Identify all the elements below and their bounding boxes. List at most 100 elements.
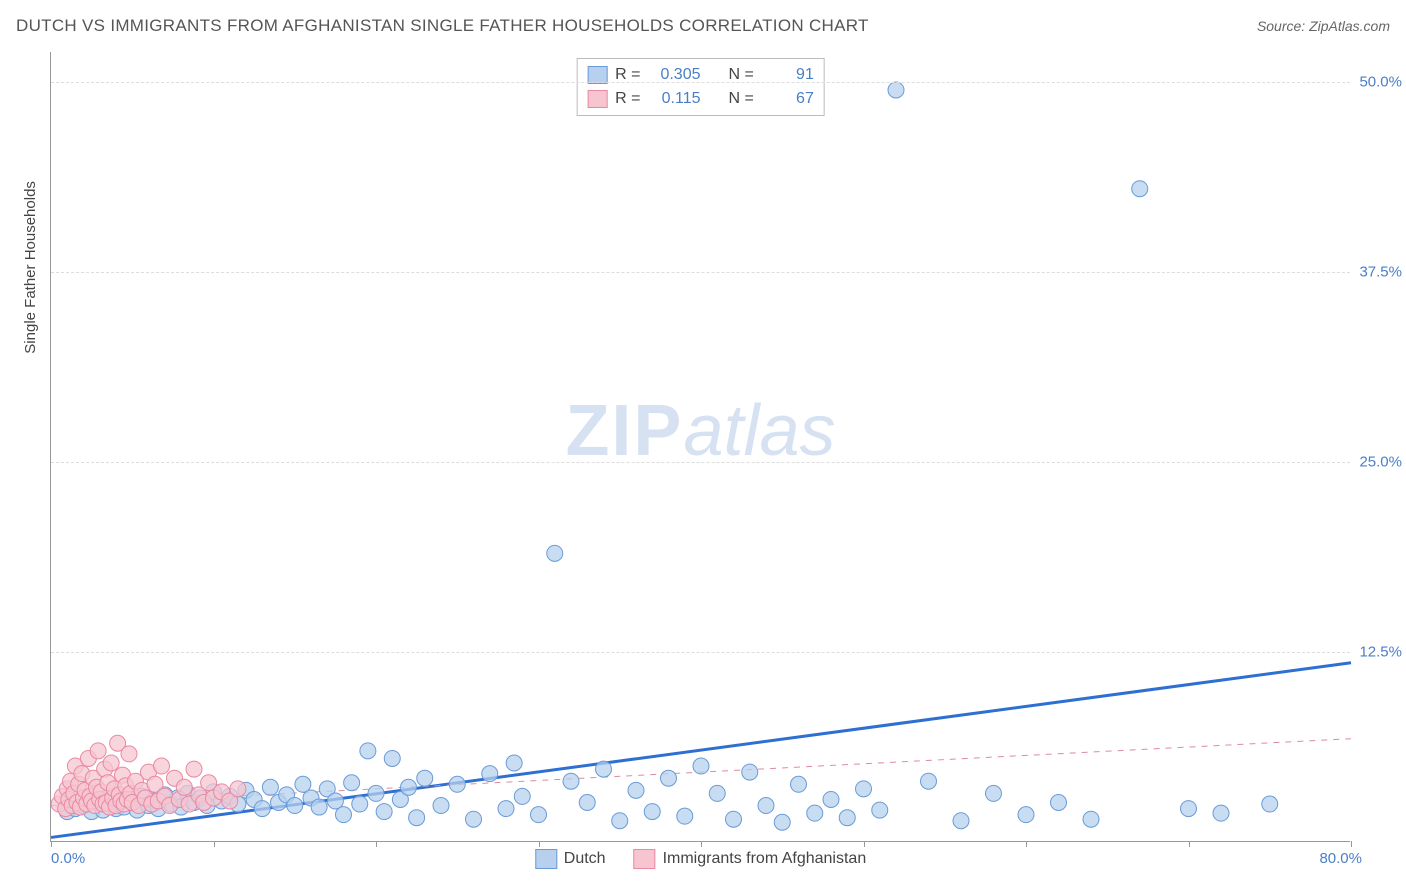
data-point (612, 813, 628, 829)
legend-label-afghan: Immigrants from Afghanistan (663, 850, 867, 868)
y-tick-label: 50.0% (1359, 74, 1402, 91)
n-value-dutch: 91 (762, 63, 814, 87)
data-point (498, 801, 514, 817)
x-tick (539, 841, 540, 847)
data-point (344, 775, 360, 791)
data-point (758, 798, 774, 814)
data-point (409, 810, 425, 826)
data-point (90, 743, 106, 759)
data-point (1262, 796, 1278, 812)
data-point (677, 808, 693, 824)
data-point (579, 795, 595, 811)
x-axis-max-label: 80.0% (1319, 850, 1362, 867)
data-point (921, 773, 937, 789)
data-point (466, 811, 482, 827)
n-label: N = (729, 87, 754, 111)
y-axis-title: Single Father Households (22, 181, 39, 354)
source-prefix: Source: (1257, 18, 1309, 34)
data-point (352, 796, 368, 812)
y-tick-label: 12.5% (1359, 644, 1402, 661)
data-point (262, 779, 278, 795)
data-point (774, 814, 790, 830)
x-tick (214, 841, 215, 847)
data-point (401, 779, 417, 795)
plot-area: ZIPatlas R = 0.305 N = 91 R = 0.115 N = … (50, 52, 1350, 842)
data-point (791, 776, 807, 792)
r-value-afghan: 0.115 (649, 87, 701, 111)
r-label: R = (615, 87, 640, 111)
stats-box: R = 0.305 N = 91 R = 0.115 N = 67 (576, 58, 825, 116)
r-label: R = (615, 63, 640, 87)
data-point (628, 782, 644, 798)
source-attribution: Source: ZipAtlas.com (1257, 18, 1390, 34)
data-point (839, 810, 855, 826)
data-point (311, 799, 327, 815)
legend-label-dutch: Dutch (564, 850, 606, 868)
data-point (287, 798, 303, 814)
data-point (254, 801, 270, 817)
data-point (186, 761, 202, 777)
stats-row-afghan: R = 0.115 N = 67 (587, 87, 814, 111)
data-point (872, 802, 888, 818)
data-point (230, 781, 246, 797)
legend-swatch-dutch (535, 849, 557, 869)
legend-swatch-afghan (634, 849, 656, 869)
x-tick (1351, 841, 1352, 847)
data-point (547, 545, 563, 561)
stats-swatch-dutch (587, 66, 607, 84)
data-point (953, 813, 969, 829)
gridline (51, 82, 1350, 83)
chart-title: DUTCH VS IMMIGRANTS FROM AFGHANISTAN SIN… (16, 16, 869, 36)
data-point (103, 755, 119, 771)
data-point (563, 773, 579, 789)
x-tick (1026, 841, 1027, 847)
data-point (823, 791, 839, 807)
data-point (709, 785, 725, 801)
data-point (856, 781, 872, 797)
data-point (121, 746, 137, 762)
data-point (726, 811, 742, 827)
data-point (1132, 181, 1148, 197)
bottom-legend: Dutch Immigrants from Afghanistan (535, 849, 866, 869)
x-tick (701, 841, 702, 847)
x-tick (51, 841, 52, 847)
data-point (807, 805, 823, 821)
data-point (417, 770, 433, 786)
data-point (888, 82, 904, 98)
data-point (360, 743, 376, 759)
n-label: N = (729, 63, 754, 87)
stats-row-dutch: R = 0.305 N = 91 (587, 63, 814, 87)
data-point (1018, 807, 1034, 823)
x-axis-min-label: 0.0% (51, 850, 85, 867)
data-point (986, 785, 1002, 801)
data-point (376, 804, 392, 820)
data-point (1181, 801, 1197, 817)
chart-svg (51, 52, 1350, 841)
data-point (514, 788, 530, 804)
data-point (596, 761, 612, 777)
header: DUTCH VS IMMIGRANTS FROM AFGHANISTAN SIN… (16, 16, 1390, 36)
data-point (1051, 795, 1067, 811)
data-point (742, 764, 758, 780)
y-tick-label: 25.0% (1359, 454, 1402, 471)
data-point (1213, 805, 1229, 821)
data-point (644, 804, 660, 820)
data-point (176, 779, 192, 795)
data-point (154, 758, 170, 774)
legend-item-dutch: Dutch (535, 849, 606, 869)
x-tick (1189, 841, 1190, 847)
data-point (506, 755, 522, 771)
gridline (51, 652, 1350, 653)
trend-line (51, 663, 1351, 838)
stats-swatch-afghan (587, 90, 607, 108)
data-point (368, 785, 384, 801)
source-name: ZipAtlas.com (1309, 18, 1390, 34)
data-point (482, 766, 498, 782)
gridline (51, 462, 1350, 463)
gridline (51, 272, 1350, 273)
data-point (449, 776, 465, 792)
y-tick-label: 37.5% (1359, 264, 1402, 281)
data-point (531, 807, 547, 823)
r-value-dutch: 0.305 (649, 63, 701, 87)
data-point (1083, 811, 1099, 827)
